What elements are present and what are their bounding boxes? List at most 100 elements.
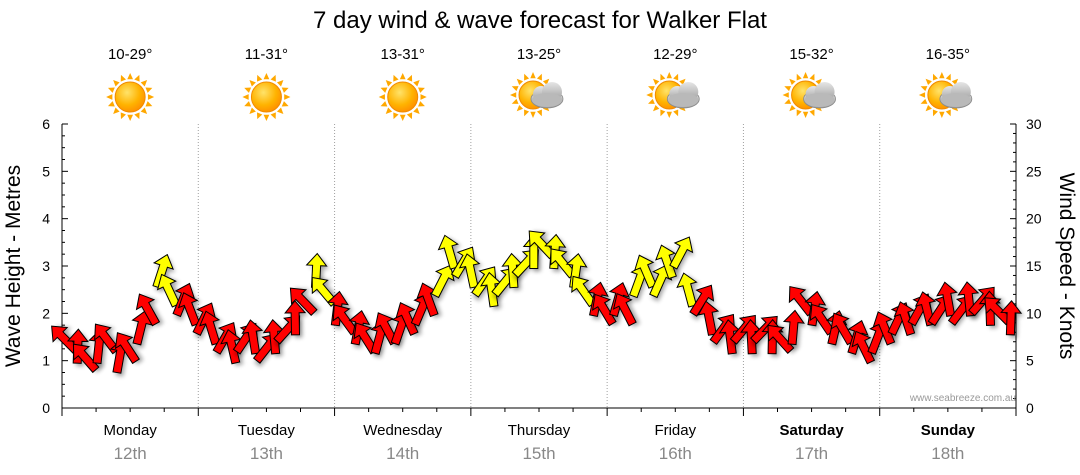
sun-ray [127,73,134,80]
sun-ray [380,87,388,93]
sun-ray [242,94,249,100]
sun-ray [516,78,524,86]
sun-ray [945,109,951,117]
sun-ray [281,101,289,107]
sun-ray [939,72,945,79]
right-tick-label: 0 [1026,400,1034,416]
wind-arrow [676,272,701,310]
sun-ray [932,73,938,81]
sun-ray [796,109,802,117]
sun-ray [420,94,427,100]
wind-arrows [51,230,1025,377]
sun-rays [106,73,155,121]
left-tick-label: 5 [42,163,50,179]
partly-cloudy-icon [510,72,564,118]
sun-ray [256,112,263,120]
wind-arrow [612,293,641,328]
sun-ray [418,87,425,93]
wind-arrow [936,281,961,319]
sunny-icon [378,73,427,121]
sun-ray [378,94,385,100]
temperature-range: 11-31° [245,46,288,63]
sun-ray [918,92,926,98]
left-tick-label: 6 [42,116,50,132]
day-name-label: Sunday [921,422,976,439]
wind-arrow [592,293,621,327]
sun-ray [256,74,263,82]
sun-ray [140,80,148,87]
sun-ray [120,74,126,82]
sun-ray [648,98,655,104]
sun-ray [536,109,542,117]
left-tick-label: 3 [42,258,50,274]
sun-ray [249,80,256,87]
sun-rays [242,73,291,121]
wind-arrow [395,301,422,337]
right-tick-label: 5 [1026,353,1034,369]
sun-ray [648,86,655,92]
sun-ray [244,87,252,93]
sun-ray [802,111,809,118]
sun-ray [510,92,517,98]
sun-ray [263,73,270,80]
right-tick-label: 15 [1026,258,1042,274]
sun-ray [932,109,938,117]
sun-ray [413,107,420,114]
cloud-shape [530,82,564,109]
sun-ray [276,107,284,114]
cloud-shape [939,82,973,109]
sun-ray [281,87,289,93]
wind-arrow [177,292,204,328]
sun-ray [413,80,420,87]
sun-ray [784,86,792,92]
sun-ray [107,101,115,107]
wind-arrow [458,253,483,291]
sun-ray [679,78,686,86]
sun-ray [530,72,536,79]
sun-ray [524,109,530,117]
wind-arrow [131,310,155,349]
wind-arrow [689,284,715,321]
sun-ray [653,78,660,86]
sun-ray [939,111,945,118]
sun-ray [673,109,679,117]
day-labels: Monday 12th Tuesday 13th Wednesday 14th Thursd… [103,422,975,463]
day-name-label: Friday [654,422,696,439]
day-date-label: 18th [931,444,964,463]
wind-arrow [851,330,879,366]
day-name-label: Wednesday [363,422,442,439]
sun-ray [784,98,792,104]
watermark: www.seabreeze.com.au [909,393,1016,404]
sun-ray [113,107,120,114]
day-name-label: Thursday [508,422,571,439]
sun-ray [542,78,550,86]
wind-arrow [284,300,309,338]
sun-ray [380,101,388,107]
sun-ray [802,72,809,79]
wind-arrow [199,310,224,347]
temperature-range: 12-29° [653,46,697,63]
sun-ray [385,80,393,87]
temperature-range: 15-32° [789,46,833,63]
wind-arrow [430,264,456,302]
sun-ray [653,104,660,112]
partly-cloudy-icon [918,72,973,118]
sun-ray [270,74,276,82]
right-axis-ticks: 0 5 10 15 20 25 30 [1010,116,1042,416]
wind-arrow [241,319,266,357]
sun-rays [378,73,427,121]
day-name-label: Monday [103,422,157,439]
sun-ray [270,112,276,120]
sunny-icon [106,73,155,121]
sun-ray [263,114,270,121]
sun-ray [782,92,789,98]
sun-ray [244,101,252,107]
day-name-label: Tuesday [238,422,295,439]
sun-ray [920,86,928,92]
sun-ray [809,73,815,81]
right-tick-label: 30 [1026,116,1042,132]
sun-ray [925,78,932,86]
sun-ray [147,94,155,100]
sun-ray [511,86,519,92]
sun-ray [673,73,679,81]
